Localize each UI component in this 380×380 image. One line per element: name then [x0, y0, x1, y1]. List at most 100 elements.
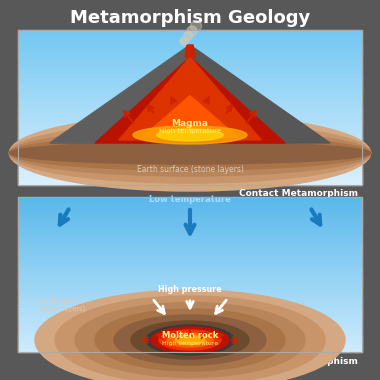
Bar	[18, 138, 362, 142]
Bar	[18, 101, 362, 104]
Bar	[18, 345, 362, 349]
Bar	[18, 327, 362, 330]
Bar	[18, 82, 362, 86]
Bar	[18, 33, 362, 36]
Bar	[18, 330, 362, 333]
Bar	[18, 324, 362, 327]
Text: Low temperature: Low temperature	[149, 195, 231, 204]
Bar	[18, 116, 362, 120]
Bar	[18, 209, 362, 212]
Bar	[18, 197, 362, 352]
Bar	[18, 336, 362, 340]
Ellipse shape	[35, 290, 345, 380]
Bar	[18, 73, 362, 76]
Bar	[18, 48, 362, 52]
Ellipse shape	[133, 126, 247, 144]
Bar	[18, 135, 362, 138]
Bar	[18, 258, 362, 262]
Bar	[18, 57, 362, 61]
Ellipse shape	[10, 142, 370, 164]
Bar	[18, 63, 362, 67]
Bar	[18, 339, 362, 343]
Bar	[18, 36, 362, 39]
Bar	[18, 122, 362, 126]
Bar	[18, 333, 362, 337]
Bar	[18, 302, 362, 306]
Bar	[18, 45, 362, 49]
Text: High temperature: High temperature	[159, 128, 221, 134]
Bar	[18, 154, 362, 157]
Bar	[18, 317, 362, 321]
Bar	[18, 166, 362, 169]
Bar	[18, 113, 362, 117]
Ellipse shape	[10, 136, 370, 170]
Bar	[18, 67, 362, 70]
Bar	[18, 150, 362, 154]
Ellipse shape	[55, 296, 325, 380]
Bar	[18, 249, 362, 253]
Polygon shape	[95, 57, 285, 143]
Bar	[18, 271, 362, 274]
Bar	[18, 178, 362, 182]
Ellipse shape	[114, 315, 266, 365]
Bar	[18, 261, 362, 265]
Text: Contact Metamorphism: Contact Metamorphism	[239, 190, 358, 198]
Bar	[18, 70, 362, 73]
Polygon shape	[50, 45, 190, 143]
Bar	[18, 163, 362, 166]
Bar	[18, 89, 362, 92]
Ellipse shape	[131, 321, 249, 359]
Bar	[18, 252, 362, 256]
Ellipse shape	[146, 325, 234, 355]
Bar	[18, 243, 362, 247]
Bar	[18, 51, 362, 55]
Bar	[18, 212, 362, 215]
Bar	[18, 342, 362, 346]
Ellipse shape	[10, 130, 370, 176]
Bar	[18, 119, 362, 123]
Bar	[18, 92, 362, 95]
Bar	[18, 60, 362, 64]
Text: Earth surface (stone layers): Earth surface (stone layers)	[136, 165, 244, 174]
Text: Magma: Magma	[171, 119, 209, 128]
Bar	[18, 95, 362, 98]
Bar	[18, 169, 362, 173]
Polygon shape	[119, 57, 261, 140]
Bar	[18, 215, 362, 219]
Text: High temperature: High temperature	[162, 342, 218, 347]
Bar	[18, 348, 362, 352]
Circle shape	[187, 26, 197, 36]
Text: High pressure: High pressure	[158, 285, 222, 294]
Bar	[18, 293, 362, 296]
Bar	[18, 129, 362, 132]
Bar	[18, 79, 362, 83]
Ellipse shape	[175, 336, 205, 345]
Bar	[18, 147, 362, 151]
Bar	[18, 305, 362, 309]
Bar	[18, 225, 362, 228]
Bar	[18, 160, 362, 163]
Bar	[18, 196, 362, 200]
Bar	[18, 231, 362, 234]
Bar	[18, 110, 362, 114]
Bar	[18, 30, 362, 33]
Bar	[18, 314, 362, 318]
Bar	[18, 274, 362, 278]
Bar	[18, 200, 362, 203]
Bar	[18, 280, 362, 284]
Bar	[18, 181, 362, 185]
Bar	[18, 277, 362, 281]
Ellipse shape	[95, 309, 285, 371]
Ellipse shape	[167, 333, 213, 347]
Text: Regional Metamorphism: Regional Metamorphism	[234, 356, 358, 366]
Polygon shape	[185, 45, 195, 57]
Bar	[18, 308, 362, 312]
Bar	[18, 132, 362, 135]
Text: Molten rock: Molten rock	[162, 331, 218, 340]
Bar	[18, 175, 362, 179]
Text: Earth surface
(stone layers): Earth surface (stone layers)	[39, 298, 85, 312]
Polygon shape	[50, 45, 330, 143]
Circle shape	[184, 32, 193, 41]
Bar	[18, 76, 362, 79]
Bar	[18, 54, 362, 58]
